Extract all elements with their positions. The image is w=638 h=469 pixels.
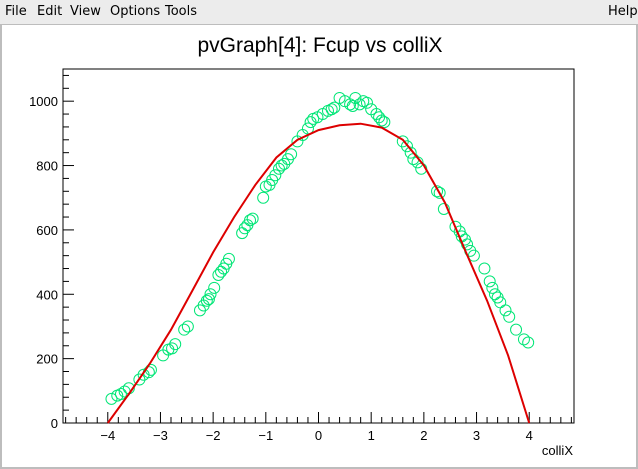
fit-curve-group xyxy=(106,122,531,424)
data-point xyxy=(375,114,388,127)
x-tick-label: −4 xyxy=(100,428,115,443)
data-point xyxy=(275,159,288,172)
y-tick-label: 200 xyxy=(36,352,58,367)
menu-view[interactable]: View xyxy=(70,4,101,19)
data-point xyxy=(433,186,446,199)
x-tick-label: 0 xyxy=(315,428,322,443)
root-canvas[interactable] xyxy=(0,25,638,469)
data-point xyxy=(304,116,317,129)
data-point xyxy=(269,169,282,182)
data-point xyxy=(499,304,512,317)
chart-title: pvGraph[4]: Fcup vs colliX xyxy=(197,34,442,57)
data-point xyxy=(133,373,146,386)
x-tick-label: −1 xyxy=(258,428,273,443)
y-axis: 0 200 400 600 800 1000 xyxy=(29,74,74,431)
x-tick-label: 4 xyxy=(526,428,533,443)
data-point xyxy=(105,392,118,405)
menu-help[interactable]: Help xyxy=(608,4,638,19)
data-point xyxy=(404,146,417,159)
data-point xyxy=(181,320,194,333)
y-tick-label: 600 xyxy=(36,223,58,238)
fit-curve xyxy=(106,122,531,424)
menu-options[interactable]: Options xyxy=(110,4,161,19)
data-point xyxy=(483,275,496,288)
data-point xyxy=(449,220,462,233)
y-tick-label: 1000 xyxy=(29,94,58,109)
menu-edit[interactable]: Edit xyxy=(37,4,63,19)
data-point xyxy=(200,294,213,307)
x-tick-label: −3 xyxy=(153,428,168,443)
x-tick-label: −2 xyxy=(206,428,221,443)
data-point xyxy=(193,304,206,317)
data-point xyxy=(488,288,501,301)
data-point xyxy=(396,135,409,148)
data-point xyxy=(169,338,182,351)
data-point xyxy=(437,202,450,215)
y-tick-label: 800 xyxy=(36,159,58,174)
data-point xyxy=(166,342,179,355)
data-point xyxy=(202,293,215,306)
data-point xyxy=(244,214,257,227)
menu-file[interactable]: File xyxy=(5,4,27,19)
data-point xyxy=(114,388,127,401)
x-axis: −4 −3 −2 −1 0 1 2 3 4 xyxy=(65,412,572,443)
data-point xyxy=(325,103,338,116)
data-point xyxy=(522,336,535,349)
data-point xyxy=(285,148,298,161)
x-tick-label: 3 xyxy=(473,428,480,443)
data-point xyxy=(378,116,391,129)
data-point xyxy=(478,262,491,275)
x-tick-label: 2 xyxy=(420,428,427,443)
data-point xyxy=(510,323,523,336)
data-point xyxy=(222,252,235,265)
menu-bar: File Edit View Options Tools Help xyxy=(0,0,638,25)
data-point xyxy=(486,281,499,294)
x-axis-label: colliX xyxy=(542,443,573,458)
x-tick-label: 1 xyxy=(368,428,375,443)
y-tick-label: 0 xyxy=(51,416,58,431)
data-point xyxy=(503,310,516,323)
menu-tools[interactable]: Tools xyxy=(165,4,198,19)
data-point xyxy=(431,185,444,198)
data-point xyxy=(360,96,373,109)
data-point xyxy=(349,91,362,104)
data-point xyxy=(257,191,270,204)
data-point xyxy=(215,265,228,278)
plot-frame xyxy=(62,68,575,424)
data-point xyxy=(328,101,341,114)
data-point xyxy=(401,140,414,153)
data-point xyxy=(178,323,191,336)
data-point xyxy=(246,212,259,225)
y-tick-label: 400 xyxy=(36,287,58,302)
data-point xyxy=(204,288,217,301)
data-point xyxy=(353,98,366,111)
data-point xyxy=(346,100,359,113)
data-markers xyxy=(105,91,535,405)
data-point xyxy=(517,333,530,346)
data-point xyxy=(208,281,221,294)
